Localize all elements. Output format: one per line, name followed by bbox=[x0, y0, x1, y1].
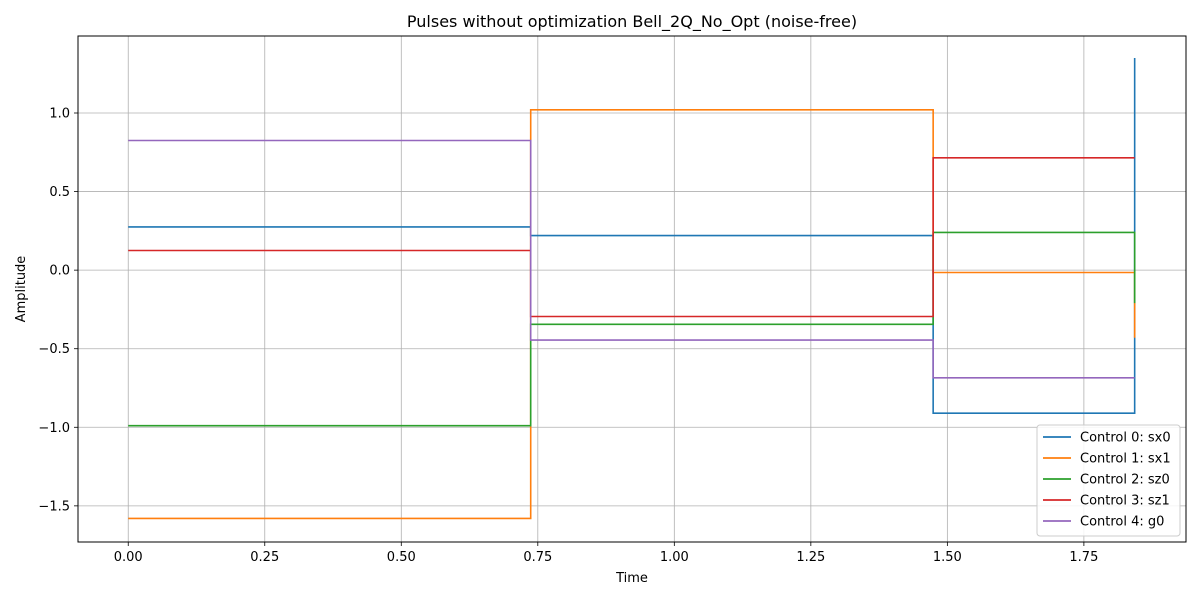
x-tick-label: 1.25 bbox=[796, 550, 825, 565]
y-tick-label: −1.5 bbox=[38, 499, 70, 514]
x-tick-label: 1.50 bbox=[933, 550, 962, 565]
y-tick-label: −1.0 bbox=[38, 421, 70, 436]
x-tick-label: 1.00 bbox=[660, 550, 689, 565]
series-line bbox=[128, 156, 1135, 318]
grid bbox=[78, 36, 1186, 542]
series-line bbox=[128, 139, 1135, 379]
y-tick-label: 0.5 bbox=[49, 185, 70, 200]
plot-area-frame bbox=[77, 35, 1187, 543]
axis-ticks: 0.00 0.25 0.50 0.75 1.00 1.25 1.50 1.75 −1.5 −1.0… bbox=[38, 107, 1098, 566]
x-tick-label: 0.25 bbox=[250, 550, 279, 565]
x-axis-label: Time bbox=[615, 571, 648, 586]
x-tick-label: 0.00 bbox=[114, 550, 143, 565]
legend-label: Control 2: sz0 bbox=[1080, 473, 1170, 488]
legend-label: Control 1: sx1 bbox=[1080, 452, 1171, 467]
y-axis-label: Amplitude bbox=[14, 256, 29, 323]
x-tick-label: 0.75 bbox=[523, 550, 552, 565]
x-tick-label: 0.50 bbox=[387, 550, 416, 565]
y-tick-label: 0.0 bbox=[49, 264, 70, 279]
series-line bbox=[128, 231, 1136, 427]
x-tick-label: 1.75 bbox=[1069, 550, 1098, 565]
series-lines bbox=[128, 58, 1136, 520]
legend: Control 0: sx0 Control 1: sx1 Control 2: s… bbox=[1036, 424, 1181, 537]
y-tick-label: 1.0 bbox=[49, 107, 70, 122]
chart-title: Pulses without optimization Bell_2Q_No_O… bbox=[407, 12, 857, 32]
legend-label: Control 4: g0 bbox=[1080, 515, 1164, 530]
legend-box bbox=[1036, 424, 1181, 537]
legend-label: Control 0: sx0 bbox=[1080, 431, 1171, 446]
y-tick-label: −0.5 bbox=[38, 342, 70, 357]
legend-label: Control 3: sz1 bbox=[1080, 494, 1170, 509]
